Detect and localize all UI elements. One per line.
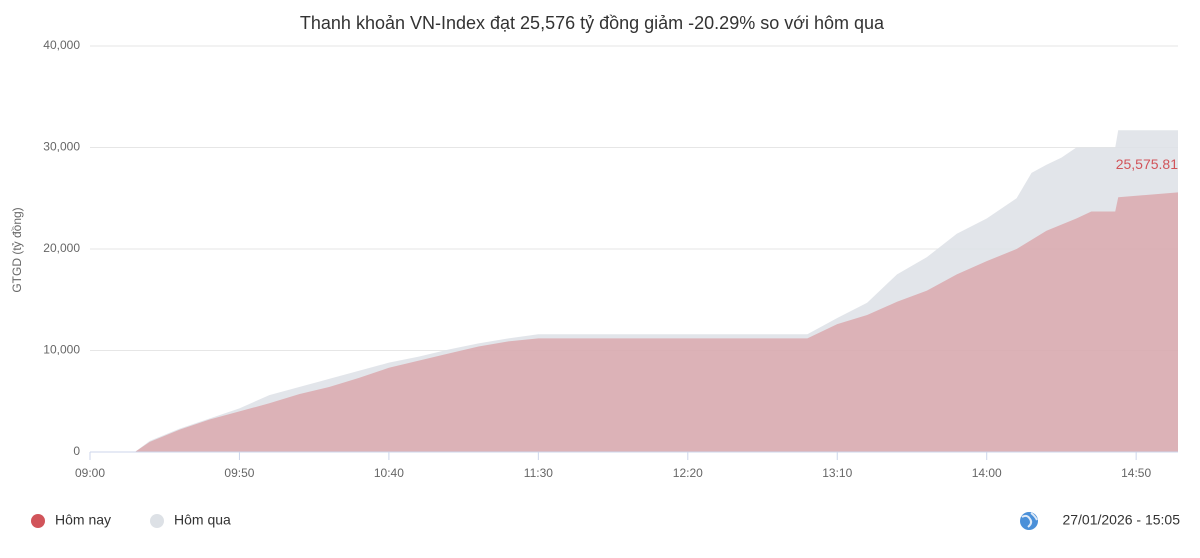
area [134, 192, 1178, 453]
x-tick-label: 14:00 [972, 466, 1002, 480]
x-tick-label: 12:20 [673, 466, 703, 480]
x-tick-label: 10:40 [374, 466, 404, 480]
y-tick-label: 20,000 [43, 241, 80, 255]
y-axis-label: GTGD (tỷ đồng) [10, 207, 24, 292]
x-tick-label: 09:00 [75, 466, 105, 480]
x-tick-label: 11:30 [524, 466, 553, 480]
legend-marker [150, 514, 164, 528]
globe-icon [1020, 512, 1038, 530]
x-tick-label: 13:10 [822, 466, 852, 480]
y-tick-label: 30,000 [43, 140, 80, 154]
area [134, 130, 1178, 452]
y-tick-label: 0 [73, 444, 80, 458]
footer-timestamp: 27/01/2026 - 15:05 [1062, 512, 1180, 528]
value-label: 25,575.81 [1116, 156, 1178, 172]
x-tick-label: 09:50 [224, 466, 254, 480]
chart-title: Thanh khoản VN-Index đạt 25,576 tỷ đồng … [300, 13, 885, 33]
y-tick-label: 10,000 [43, 343, 80, 357]
y-tick-label: 40,000 [43, 38, 80, 52]
legend-marker [31, 514, 45, 528]
x-tick-label: 14:50 [1121, 466, 1151, 480]
legend-label[interactable]: Hôm qua [174, 512, 231, 528]
legend-label[interactable]: Hôm nay [55, 512, 111, 528]
